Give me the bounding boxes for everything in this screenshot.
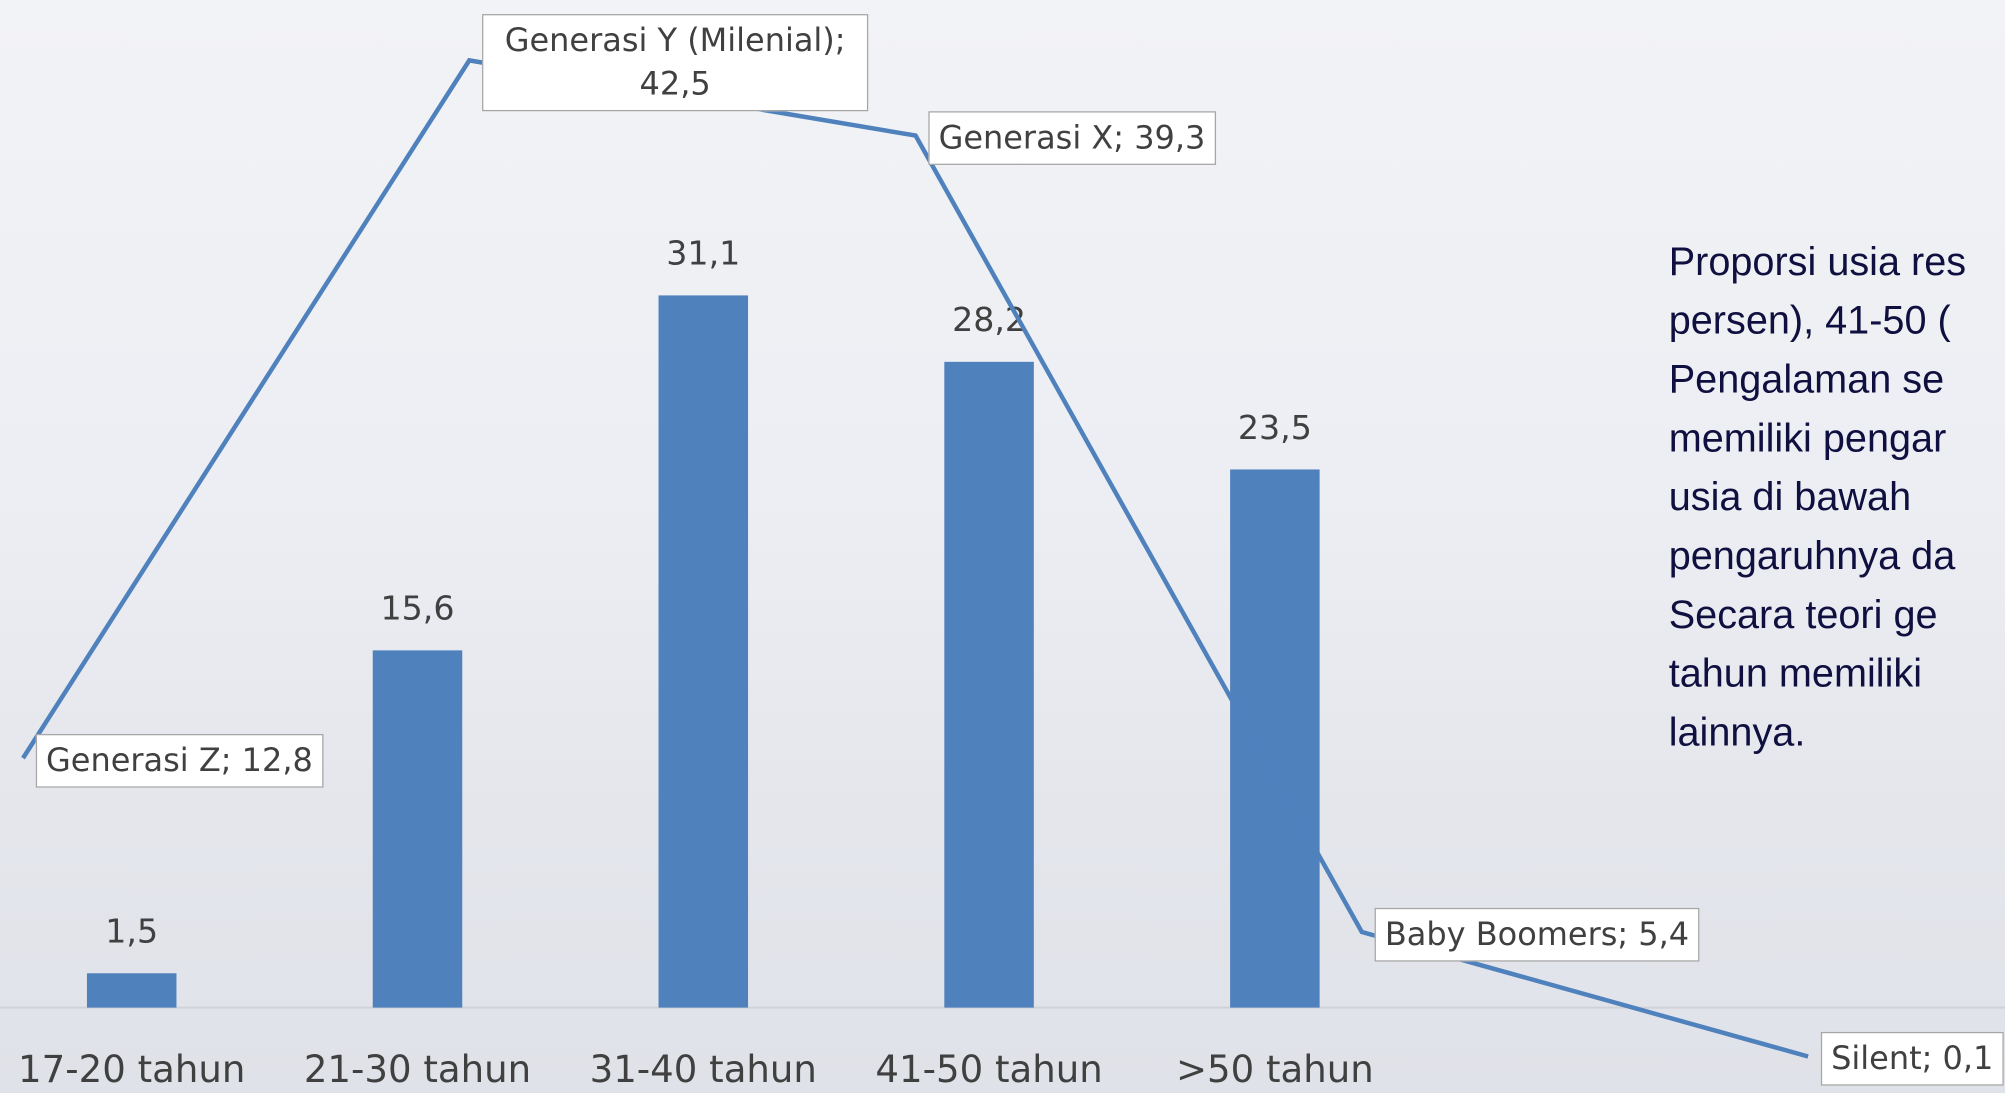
text-line: Pengalaman se (1668, 356, 1945, 402)
text-line: persen), 41-50 ( (1668, 297, 1951, 343)
line (21, 57, 1809, 1059)
bar-value-label: 31,1 (666, 234, 740, 273)
data-label: Silent; 0,1 (1820, 1032, 2004, 1086)
text-line: lainnya. (1668, 709, 1806, 755)
x-tick-label: 31-40 tahun (590, 1048, 817, 1091)
bar-value-label: 15,6 (380, 589, 454, 628)
text-line: memiliki pengar (1668, 415, 1947, 461)
bar (658, 295, 749, 1008)
x-tick-label: 17-20 tahun (18, 1048, 245, 1091)
bar-value-label: 28,2 (952, 300, 1026, 339)
bar-value-label: 1,5 (105, 912, 158, 951)
bar (86, 973, 177, 1008)
text-line: pengaruhnya da (1668, 533, 1956, 578)
text-block: Proporsi usia res persen), 41-50 ( Pengala… (1669, 233, 2005, 762)
text-line: Proporsi usia res (1668, 239, 1967, 284)
bar (1230, 469, 1320, 1008)
text-line: Secara teori ge (1668, 592, 1938, 637)
text-line: usia di bawah (1668, 474, 1912, 520)
x-tick-label: >50 tahun (1176, 1048, 1374, 1091)
text-line: tahun memiliki (1668, 650, 1923, 696)
data-label: Generasi Y (Milenial); 42,5 (482, 14, 869, 112)
x-tick-label: 41-50 tahun (875, 1048, 1102, 1091)
data-label: Generasi X; 39,3 (928, 111, 1216, 165)
x-tick-label: 21-30 tahun (304, 1048, 531, 1091)
bar (372, 650, 463, 1008)
data-label: Generasi Z; 12,8 (35, 733, 324, 788)
data-label: Baby Boomers; 5,4 (1374, 907, 1700, 962)
bar (944, 361, 1034, 1008)
bar-value-label: 23,5 (1238, 408, 1312, 447)
